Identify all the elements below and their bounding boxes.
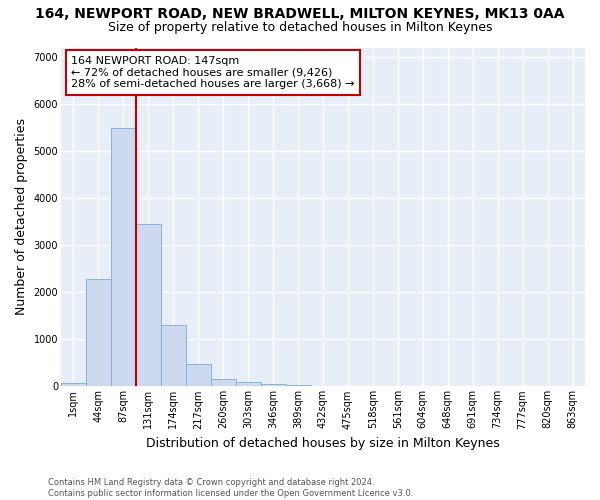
Bar <box>61 382 86 386</box>
Y-axis label: Number of detached properties: Number of detached properties <box>15 118 28 316</box>
Text: Contains HM Land Registry data © Crown copyright and database right 2024.
Contai: Contains HM Land Registry data © Crown c… <box>48 478 413 498</box>
Bar <box>286 384 311 386</box>
Bar <box>211 378 236 386</box>
Text: 164, NEWPORT ROAD, NEW BRADWELL, MILTON KEYNES, MK13 0AA: 164, NEWPORT ROAD, NEW BRADWELL, MILTON … <box>35 8 565 22</box>
Bar <box>260 384 286 386</box>
Text: Size of property relative to detached houses in Milton Keynes: Size of property relative to detached ho… <box>108 21 492 34</box>
Bar <box>186 364 211 386</box>
Bar <box>111 128 136 386</box>
Bar <box>161 324 186 386</box>
Bar <box>86 279 111 386</box>
Text: 164 NEWPORT ROAD: 147sqm
← 72% of detached houses are smaller (9,426)
28% of sem: 164 NEWPORT ROAD: 147sqm ← 72% of detach… <box>71 56 355 89</box>
Bar <box>136 224 161 386</box>
Bar <box>236 382 260 386</box>
X-axis label: Distribution of detached houses by size in Milton Keynes: Distribution of detached houses by size … <box>146 437 500 450</box>
